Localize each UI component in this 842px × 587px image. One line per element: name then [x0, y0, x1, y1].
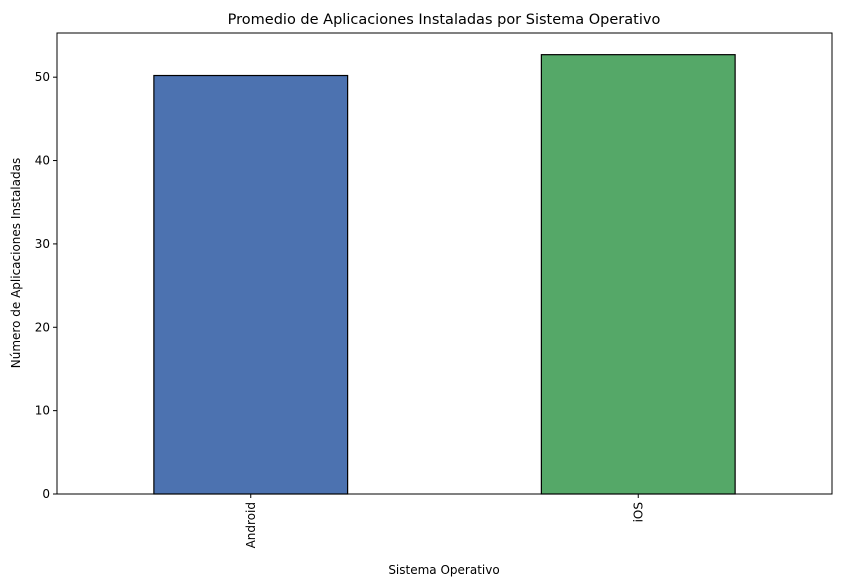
y-tick-label-30: 30 [35, 237, 50, 251]
plot-frame [56, 32, 833, 495]
x-axis-label: Sistema Operativo [388, 563, 499, 577]
chart-title: Promedio de Aplicaciones Instaladas por … [228, 12, 661, 28]
bar-ios [540, 54, 736, 495]
bars-group [153, 54, 736, 495]
y-tick-label-0: 0 [42, 487, 50, 501]
y-axis-label: Número de Aplicaciones Instaladas [9, 158, 23, 368]
y-tick-label-20: 20 [35, 320, 50, 334]
bar-android [153, 74, 349, 495]
y-axis: 0 10 20 30 40 50 [35, 70, 57, 501]
x-tick-label-android: Android [244, 502, 258, 548]
y-tick-label-40: 40 [35, 154, 50, 168]
y-tick-label-10: 10 [35, 404, 50, 418]
y-tick-label-50: 50 [35, 70, 50, 84]
x-axis: Android iOS [244, 494, 645, 548]
x-tick-label-ios: iOS [631, 502, 645, 522]
